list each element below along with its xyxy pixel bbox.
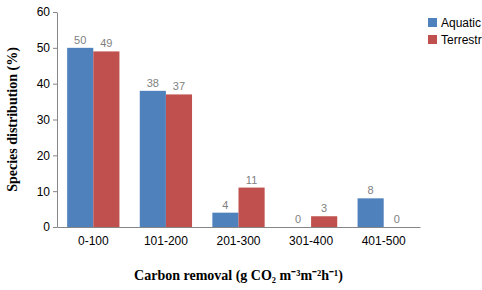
legend-label: Aquatic — [441, 16, 481, 30]
y-tick: 60 — [37, 5, 57, 19]
y-tick: 30 — [37, 113, 57, 127]
x-tick: 301-400 — [289, 227, 333, 248]
y-tick: 0 — [43, 220, 57, 234]
x-tick-label: 101-200 — [144, 234, 188, 248]
bar — [384, 227, 410, 228]
data-label: 4 — [222, 199, 228, 211]
series-bars — [67, 48, 384, 227]
y-tick-label: 40 — [37, 77, 51, 91]
y-axis-title: Species distribution (%) — [5, 47, 21, 192]
x-axis: 0-100 101-200 201-300 301-400 401-500 — [58, 227, 421, 248]
y-tick-mark — [53, 227, 57, 228]
data-label: 37 — [173, 80, 185, 92]
bar — [358, 198, 384, 227]
bars — [67, 48, 384, 227]
y-tick-mark — [53, 48, 57, 49]
x-tick: 201-300 — [216, 227, 260, 248]
y-tick-mark — [53, 120, 57, 121]
y-tick-label: 10 — [37, 185, 51, 199]
y-tick-mark — [53, 191, 57, 192]
y-tick: 10 — [37, 185, 57, 199]
x-tick: 0-100 — [78, 227, 109, 248]
legend-swatch — [428, 18, 437, 27]
bar — [311, 216, 337, 227]
data-label: 49 — [100, 37, 112, 49]
y-tick: 20 — [37, 149, 57, 163]
y-tick-label: 0 — [43, 220, 50, 234]
x-tick: 101-200 — [144, 227, 188, 248]
y-tick-mark — [53, 12, 57, 13]
x-tick-label: 201-300 — [216, 234, 260, 248]
data-label: 8 — [368, 184, 374, 196]
x-tick-label: 401-500 — [362, 234, 406, 248]
x-tick: 401-500 — [362, 227, 406, 248]
y-tick: 50 — [37, 41, 57, 55]
y-tick-label: 60 — [37, 5, 51, 19]
legend: Aquatic Terrestrial — [428, 16, 482, 47]
bar — [93, 51, 119, 227]
bar — [239, 188, 265, 227]
y-tick-label: 50 — [37, 41, 51, 55]
bar — [285, 227, 311, 228]
bar — [212, 213, 238, 227]
data-label: 0 — [394, 213, 400, 225]
legend-label: Terrestrial — [441, 33, 482, 47]
data-label: 11 — [246, 174, 257, 186]
bar — [140, 91, 166, 227]
series-bars — [93, 51, 337, 227]
data-label: 38 — [147, 77, 159, 89]
y-tick: 40 — [37, 77, 57, 91]
data-labels: 50 38 4 0 8 49 37 11 3 0 — [74, 34, 400, 225]
x-axis-title: Carbon removal (g CO₂ m⁻³m⁻²h⁻¹) — [134, 268, 343, 284]
plot: 50384084937113001020304050600-100101-200… — [37, 5, 421, 247]
y-axis: 0 10 20 30 40 50 60 — [37, 5, 58, 234]
legend-item: Aquatic — [428, 16, 481, 30]
x-tick-label: 301-400 — [289, 234, 333, 248]
x-axis-line — [58, 227, 421, 228]
bar — [166, 94, 192, 227]
x-tick-label: 0-100 — [78, 234, 109, 248]
data-label: 0 — [295, 213, 301, 225]
y-axis-line — [57, 13, 58, 228]
y-tick-mark — [53, 84, 57, 85]
bar — [67, 48, 93, 227]
y-tick-label: 30 — [37, 113, 51, 127]
data-label: 50 — [74, 34, 86, 46]
data-label: 3 — [321, 202, 327, 214]
chart: 50384084937113001020304050600-100101-200… — [0, 0, 482, 290]
legend-item: Terrestrial — [428, 33, 482, 47]
y-tick-mark — [53, 155, 57, 156]
y-tick-label: 20 — [37, 149, 51, 163]
legend-swatch — [428, 35, 437, 44]
